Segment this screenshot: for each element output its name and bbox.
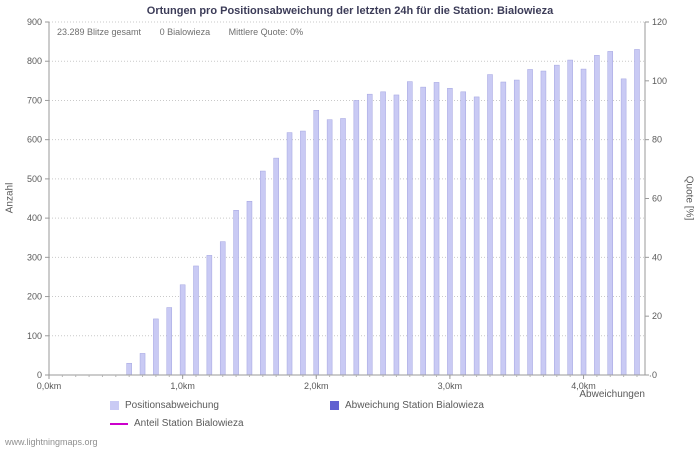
x-axis-label: Abweichungen xyxy=(579,389,645,400)
svg-text:300: 300 xyxy=(27,252,42,262)
stat-total-strikes: 23.289 Blitze gesamt xyxy=(57,27,142,37)
svg-text:900: 900 xyxy=(27,17,42,27)
svg-text:60: 60 xyxy=(652,194,662,204)
legend-item-abweichung-station: Abweichung Station Bialowieza xyxy=(330,400,484,411)
legend-label-positionsabweichung: Positionsabweichung xyxy=(125,400,219,411)
watermark: www.lightningmaps.org xyxy=(5,437,98,447)
svg-text:800: 800 xyxy=(27,56,42,66)
svg-text:2,0km: 2,0km xyxy=(304,381,329,391)
svg-text:200: 200 xyxy=(27,292,42,302)
svg-text:1,0km: 1,0km xyxy=(170,381,195,391)
legend-label-abweichung-station: Abweichung Station Bialowieza xyxy=(345,400,484,411)
legend-label-anteil-station: Anteil Station Bialowieza xyxy=(134,418,244,429)
plot-area: 0 100 200 300 400 500 600 700 800 900 0 20 40 60 80 100… xyxy=(27,17,667,391)
svg-text:400: 400 xyxy=(27,213,42,223)
y-axis-label-right: Quote [%] xyxy=(683,175,695,221)
svg-text:500: 500 xyxy=(27,174,42,184)
svg-text:120: 120 xyxy=(652,17,667,27)
svg-text:0: 0 xyxy=(37,370,42,380)
svg-text:80: 80 xyxy=(652,135,662,145)
svg-text:40: 40 xyxy=(652,252,662,262)
svg-text:100: 100 xyxy=(652,76,667,86)
legend-item-positionsabweichung: Positionsabweichung xyxy=(110,400,330,411)
svg-text:100: 100 xyxy=(27,331,42,341)
svg-text:3,0km: 3,0km xyxy=(438,381,463,391)
svg-text:0: 0 xyxy=(652,370,657,380)
legend: Positionsabweichung Abweichung Station B… xyxy=(110,400,484,429)
svg-text:0,0km: 0,0km xyxy=(37,381,62,391)
svg-text:20: 20 xyxy=(652,311,662,321)
stats-line: 23.289 Blitze gesamt 0 Bialowieza Mittle… xyxy=(57,27,319,37)
stat-mean-quote: Mittlere Quote: 0% xyxy=(228,27,304,37)
y-axis-label-left: Anzahl xyxy=(4,182,16,214)
chart-canvas: 0 100 200 300 400 500 600 700 800 900 0 20 40 60 80 100… xyxy=(27,17,667,391)
svg-text:600: 600 xyxy=(27,135,42,145)
legend-swatch-positionsabweichung xyxy=(110,401,119,410)
stat-station-strikes: 0 Bialowieza xyxy=(159,27,211,37)
svg-text:700: 700 xyxy=(27,95,42,105)
legend-item-anteil-station: Anteil Station Bialowieza xyxy=(110,418,330,429)
chart-title: Ortungen pro Positionsabweichung der let… xyxy=(146,5,554,17)
svg-text:4,0km: 4,0km xyxy=(571,381,596,391)
legend-swatch-abweichung-station xyxy=(330,401,339,410)
legend-swatch-anteil-station xyxy=(110,422,128,425)
